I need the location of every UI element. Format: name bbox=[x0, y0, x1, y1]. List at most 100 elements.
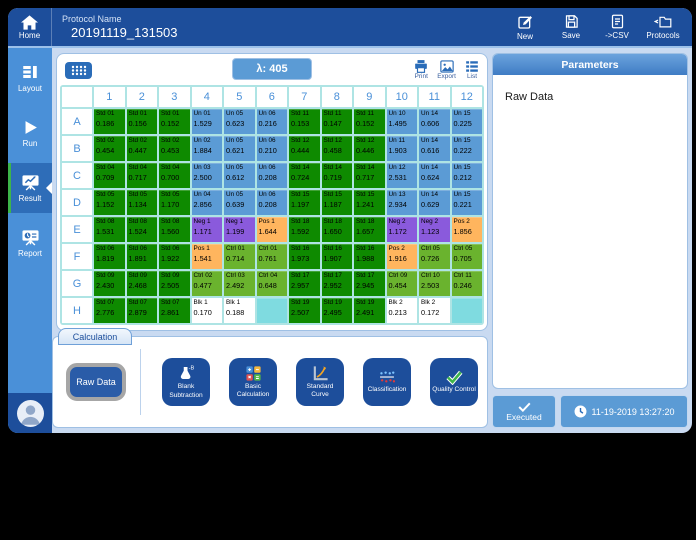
well-B8[interactable]: Std 12 0.458 bbox=[321, 136, 352, 161]
well-H2[interactable]: Std 07 2.879 bbox=[126, 298, 157, 323]
well-D8[interactable]: Std 15 1.187 bbox=[321, 190, 352, 215]
well-B1[interactable]: Std 02 0.454 bbox=[94, 136, 125, 161]
well-E5[interactable]: Neg 1 1.199 bbox=[224, 217, 255, 242]
well-A2[interactable]: Std 01 0.156 bbox=[126, 109, 157, 134]
well-G8[interactable]: Std 17 2.952 bbox=[321, 271, 352, 296]
well-B3[interactable]: Std 02 0.453 bbox=[159, 136, 190, 161]
sidebar-item-layout[interactable]: Layout bbox=[8, 53, 52, 103]
export-button[interactable]: Export bbox=[437, 60, 456, 80]
well-H7[interactable]: Std 19 2.507 bbox=[289, 298, 320, 323]
well-H11[interactable]: Blk 2 0.172 bbox=[419, 298, 450, 323]
well-G3[interactable]: Std 09 2.505 bbox=[159, 271, 190, 296]
well-E7[interactable]: Std 18 1.592 bbox=[289, 217, 320, 242]
well-F3[interactable]: Std 06 1.922 bbox=[159, 244, 190, 269]
well-F10[interactable]: Pos 2 1.916 bbox=[386, 244, 417, 269]
save-button[interactable]: Save bbox=[548, 8, 594, 46]
well-B7[interactable]: Std 12 0.444 bbox=[289, 136, 320, 161]
well-D12[interactable]: Un 15 0.221 bbox=[451, 190, 482, 215]
standard-curve-button[interactable]: Standard Curve bbox=[296, 358, 344, 406]
well-E4[interactable]: Neg 1 1.171 bbox=[191, 217, 222, 242]
well-G2[interactable]: Std 09 2.468 bbox=[126, 271, 157, 296]
well-F7[interactable]: Std 16 1.973 bbox=[289, 244, 320, 269]
well-H4[interactable]: Blk 1 0.170 bbox=[191, 298, 222, 323]
quality-control-button[interactable]: Quality Control bbox=[430, 358, 478, 406]
well-A10[interactable]: Un 10 1.495 bbox=[386, 109, 417, 134]
well-B4[interactable]: Un 02 1.884 bbox=[191, 136, 222, 161]
well-B9[interactable]: Std 12 0.446 bbox=[354, 136, 385, 161]
well-D5[interactable]: Un 05 0.639 bbox=[224, 190, 255, 215]
print-button[interactable]: Print bbox=[414, 60, 428, 80]
well-C2[interactable]: Std 04 0.717 bbox=[126, 163, 157, 188]
well-A5[interactable]: Un 05 0.623 bbox=[224, 109, 255, 134]
wavelength-button[interactable]: λ: 405 bbox=[232, 58, 312, 80]
well-F9[interactable]: Std 16 1.988 bbox=[354, 244, 385, 269]
well-E3[interactable]: Std 08 1.560 bbox=[159, 217, 190, 242]
well-C1[interactable]: Std 04 0.709 bbox=[94, 163, 125, 188]
raw-data-button[interactable]: Raw Data bbox=[66, 363, 126, 401]
well-B12[interactable]: Un 15 0.222 bbox=[451, 136, 482, 161]
well-G4[interactable]: Ctrl 02 0.477 bbox=[191, 271, 222, 296]
well-F12[interactable]: Ctrl 05 0.705 bbox=[451, 244, 482, 269]
well-C5[interactable]: Un 05 0.612 bbox=[224, 163, 255, 188]
well-A6[interactable]: Un 06 0.216 bbox=[256, 109, 287, 134]
well-G11[interactable]: Ctrl 10 2.503 bbox=[419, 271, 450, 296]
well-H3[interactable]: Std 07 2.861 bbox=[159, 298, 190, 323]
sidebar-item-result[interactable]: Result bbox=[8, 163, 52, 213]
well-C9[interactable]: Std 14 0.717 bbox=[354, 163, 385, 188]
protocols-button[interactable]: Protocols bbox=[640, 8, 686, 46]
well-E2[interactable]: Std 08 1.524 bbox=[126, 217, 157, 242]
home-button[interactable]: Home bbox=[8, 8, 52, 46]
well-F5[interactable]: Ctrl 01 0.714 bbox=[224, 244, 255, 269]
well-G5[interactable]: Ctrl 03 2.492 bbox=[224, 271, 255, 296]
well-C4[interactable]: Un 03 2.500 bbox=[191, 163, 222, 188]
well-D9[interactable]: Std 15 1.241 bbox=[354, 190, 385, 215]
well-C8[interactable]: Std 14 0.719 bbox=[321, 163, 352, 188]
well-D4[interactable]: Un 04 2.856 bbox=[191, 190, 222, 215]
well-G10[interactable]: Ctrl 09 0.454 bbox=[386, 271, 417, 296]
csv-export-button[interactable]: ->CSV bbox=[594, 8, 640, 46]
well-F8[interactable]: Std 16 1.907 bbox=[321, 244, 352, 269]
well-E6[interactable]: Pos 1 1.644 bbox=[256, 217, 287, 242]
well-C3[interactable]: Std 04 0.700 bbox=[159, 163, 190, 188]
well-H8[interactable]: Std 19 2.495 bbox=[321, 298, 352, 323]
well-B2[interactable]: Std 02 0.447 bbox=[126, 136, 157, 161]
well-G12[interactable]: Ctrl 11 0.246 bbox=[451, 271, 482, 296]
well-D3[interactable]: Std 05 1.170 bbox=[159, 190, 190, 215]
well-H10[interactable]: Blk 2 0.213 bbox=[386, 298, 417, 323]
well-F6[interactable]: Ctrl 01 0.761 bbox=[256, 244, 287, 269]
well-H5[interactable]: Blk 1 0.188 bbox=[224, 298, 255, 323]
well-E11[interactable]: Neg 2 1.123 bbox=[419, 217, 450, 242]
well-E12[interactable]: Pos 2 1.856 bbox=[451, 217, 482, 242]
well-D6[interactable]: Un 06 0.208 bbox=[256, 190, 287, 215]
well-H6[interactable] bbox=[256, 298, 287, 323]
well-G9[interactable]: Std 17 2.945 bbox=[354, 271, 385, 296]
well-H1[interactable]: Std 07 2.776 bbox=[94, 298, 125, 323]
well-A4[interactable]: Un 01 1.529 bbox=[191, 109, 222, 134]
well-A11[interactable]: Un 14 0.606 bbox=[419, 109, 450, 134]
well-B10[interactable]: Un 11 1.903 bbox=[386, 136, 417, 161]
well-C10[interactable]: Un 12 2.531 bbox=[386, 163, 417, 188]
well-B6[interactable]: Un 06 0.210 bbox=[256, 136, 287, 161]
well-D11[interactable]: Un 14 0.629 bbox=[419, 190, 450, 215]
well-A1[interactable]: Std 01 0.186 bbox=[94, 109, 125, 134]
well-C7[interactable]: Std 14 0.724 bbox=[289, 163, 320, 188]
well-C11[interactable]: Un 14 0.624 bbox=[419, 163, 450, 188]
well-G6[interactable]: Ctrl 04 0.648 bbox=[256, 271, 287, 296]
well-D7[interactable]: Std 15 1.197 bbox=[289, 190, 320, 215]
well-G7[interactable]: Std 17 2.957 bbox=[289, 271, 320, 296]
well-E9[interactable]: Std 18 1.657 bbox=[354, 217, 385, 242]
well-B5[interactable]: Un 05 0.621 bbox=[224, 136, 255, 161]
well-A9[interactable]: Std 11 0.152 bbox=[354, 109, 385, 134]
timestamp-button[interactable]: 11-19-2019 13:27:20 bbox=[560, 395, 688, 428]
well-H9[interactable]: Std 19 2.491 bbox=[354, 298, 385, 323]
well-E1[interactable]: Std 08 1.531 bbox=[94, 217, 125, 242]
executed-button[interactable]: Executed bbox=[492, 395, 556, 428]
well-F11[interactable]: Ctrl 05 0.726 bbox=[419, 244, 450, 269]
well-F2[interactable]: Std 06 1.891 bbox=[126, 244, 157, 269]
sidebar-item-report[interactable]: Report bbox=[8, 218, 52, 268]
well-F4[interactable]: Pos 1 1.541 bbox=[191, 244, 222, 269]
well-D2[interactable]: Std 05 1.134 bbox=[126, 190, 157, 215]
calculation-tab[interactable]: Calculation bbox=[58, 328, 132, 345]
classification-button[interactable]: Classification bbox=[363, 358, 411, 406]
well-F1[interactable]: Std 06 1.819 bbox=[94, 244, 125, 269]
